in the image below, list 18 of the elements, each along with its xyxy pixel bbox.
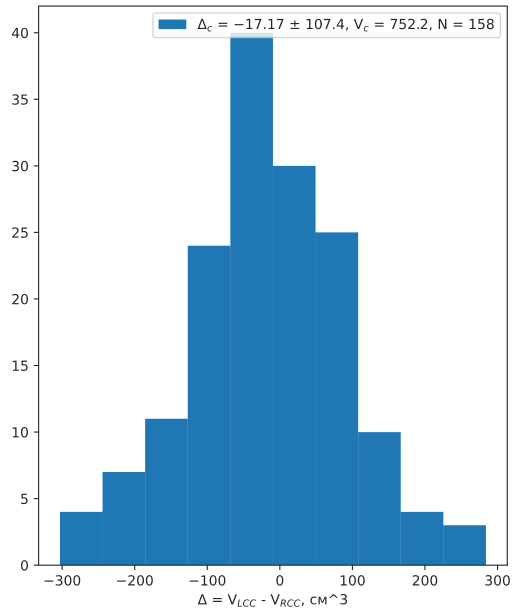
- x-tick-label: −300: [44, 575, 80, 586]
- x-tick-label: −200: [117, 575, 153, 586]
- y-tick-label: 35: [12, 94, 28, 105]
- y-tick-label: 5: [21, 494, 28, 504]
- y-tick-label: 20: [12, 294, 28, 304]
- y-tick-label: 40: [12, 28, 28, 38]
- y-tick-label: 10: [12, 427, 28, 438]
- y-tick-label: 30: [12, 160, 28, 172]
- x-tick-label: −100: [190, 575, 226, 586]
- x-axis-title: Δ = V$_{LCC}$ - V$_{RCC}$, см^3: [198, 594, 348, 607]
- y-tick-label: 15: [12, 360, 28, 371]
- y-tick-label: 0: [20, 560, 28, 571]
- y-tick-label: 25: [12, 227, 28, 238]
- legend-label: Δ$_{c}$ = −17.17 ± 107.4, V$_{c}$ = 752.2, N = 158: [198, 18, 494, 32]
- x-tick-label: 100: [340, 575, 365, 586]
- x-tick-label: 200: [412, 575, 438, 586]
- x-tick-label: 300: [485, 575, 510, 586]
- x-tick-label: 0: [276, 575, 284, 586]
